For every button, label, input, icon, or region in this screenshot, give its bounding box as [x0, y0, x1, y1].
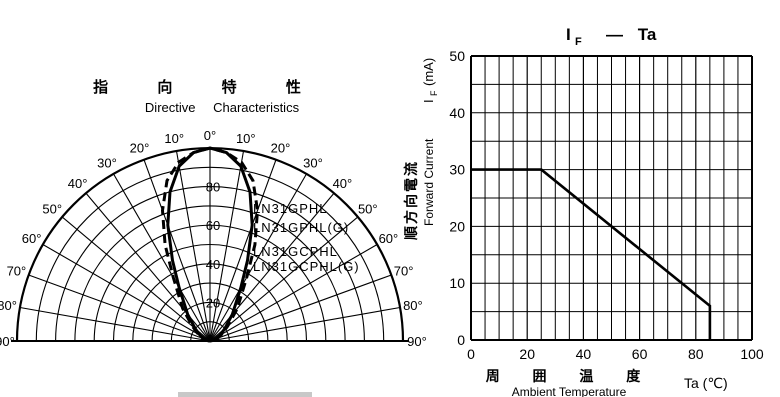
gray-bar: [178, 392, 312, 397]
legend-entry: LN31GCPHL: [253, 244, 338, 259]
y-tick-label: 20: [449, 218, 465, 234]
polar-radial-label: 80: [206, 180, 220, 195]
polar-spoke: [209, 173, 307, 342]
x-tick-label: 20: [519, 346, 535, 362]
polar-spoke: [209, 274, 392, 342]
x-tick-label: 60: [632, 346, 648, 362]
polar-angle-labels: 0°10° 10°20° 20°30° 30°40° 40°50° 50°60° 60°70…: [0, 128, 427, 349]
polar-angle-label: 50°: [358, 202, 378, 217]
y-axis-label-subscript: F: [429, 90, 439, 96]
line-chart: I F — Ta 0 20 40 60 80 100 0 10 20 30 40 50 順方向電流 F…: [403, 25, 764, 397]
y-axis-label-cjk: 順方向電流: [403, 160, 420, 240]
polar-radial-labels: 80 60 40 20: [206, 180, 220, 311]
y-tick-label: 40: [449, 105, 465, 121]
polar-spoke: [143, 159, 211, 342]
y-tick-label: 30: [449, 162, 465, 178]
polar-spoke: [209, 159, 277, 342]
y-tick-label: 50: [449, 48, 465, 64]
x-tick-label: 80: [688, 346, 704, 362]
polar-spoke: [209, 244, 378, 342]
polar-chart: 指 向 特 性 Directive Characteristics 0° 10° 1…: [0, 78, 427, 349]
legend-entry: LN31GPHL(G): [253, 220, 349, 235]
polar-angle-label: 0°: [204, 128, 216, 143]
line-grid: [470, 55, 753, 341]
polar-legend: LN31GPHL LN31GPHL(G) LN31GCPHL LN31GCPHL…: [253, 201, 360, 274]
polar-angle-label: 20°: [271, 140, 291, 155]
polar-grid: [11, 146, 409, 342]
polar-angle-label: 60°: [22, 231, 42, 246]
polar-curves: [160, 146, 260, 343]
polar-title-cjk: 指 向 特 性: [93, 78, 323, 96]
y-axis-label-symbol: I: [421, 99, 436, 103]
x-tick-label: 100: [740, 346, 764, 362]
polar-spoke: [19, 306, 211, 342]
x-tick-label: 40: [576, 346, 592, 362]
polar-series-dashed: [160, 146, 260, 343]
y-tick-label: 0: [457, 332, 465, 348]
polar-spoke: [42, 244, 211, 342]
polar-angle-label: 80°: [0, 298, 17, 313]
polar-angle-label: 30°: [303, 156, 323, 171]
polar-spoke: [209, 306, 401, 342]
y-axis-label-en: Forward Current: [422, 138, 436, 226]
polar-angle-label: 60°: [379, 231, 399, 246]
x-axis-label-symbol: Ta (℃): [684, 375, 728, 391]
polar-angle-label: 50°: [42, 202, 62, 217]
polar-spoke: [28, 274, 211, 342]
legend-entry: LN31GPHL: [253, 201, 327, 216]
y-axis-label-unit: (mA): [421, 58, 436, 86]
line-tick-labels: 0 20 40 60 80 100 0 10 20 30 40 50: [449, 48, 763, 362]
polar-angle-label: 30°: [97, 156, 117, 171]
title-symbol: I: [566, 25, 571, 44]
polar-spoke: [61, 216, 211, 342]
polar-angle-label: 90°: [0, 334, 15, 349]
x-tick-label: 0: [467, 346, 475, 362]
polar-radial-label: 60: [206, 218, 220, 233]
polar-angle-label: 20°: [130, 140, 150, 155]
line-chart-title: I F — Ta: [566, 25, 657, 48]
polar-angle-label: 90°: [407, 334, 427, 349]
polar-angle-label: 40°: [333, 176, 353, 191]
polar-angle-label: 10°: [164, 131, 184, 146]
polar-angle-label: 70°: [7, 264, 27, 279]
polar-spoke: [209, 216, 359, 342]
x-axis-label-cjk: 周 囲 温 度: [486, 368, 655, 385]
polar-spoke: [175, 150, 211, 342]
polar-angle-label: 40°: [68, 176, 88, 191]
derating-curve: [471, 168, 712, 340]
polar-spoke: [209, 150, 245, 342]
x-axis-label-en: Ambient Temperature: [512, 385, 627, 397]
legend-entry: LN31GCPHL(G): [253, 259, 360, 274]
title-rest: — Ta: [606, 25, 657, 44]
polar-angle-label: 70°: [394, 264, 414, 279]
polar-radial-label: 20: [206, 295, 220, 310]
polar-angle-label: 80°: [403, 298, 423, 313]
polar-radial-label: 40: [206, 257, 220, 272]
y-tick-label: 10: [449, 275, 465, 291]
line-series: [471, 168, 712, 340]
polar-angle-label: 10°: [236, 131, 256, 146]
polar-title-en: Directive Characteristics: [145, 100, 300, 115]
polar-spoke: [113, 173, 211, 342]
title-subscript: F: [575, 36, 582, 48]
